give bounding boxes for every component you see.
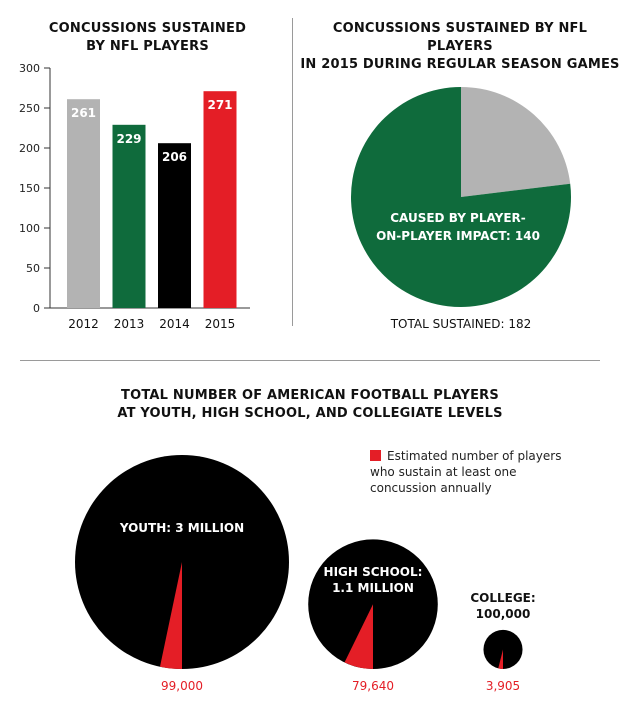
bubble-1 bbox=[308, 539, 438, 669]
pie-slice-other bbox=[461, 87, 571, 197]
bubble-concussion-wedge bbox=[498, 649, 503, 669]
vertical-divider bbox=[292, 18, 293, 326]
bar-2014 bbox=[158, 143, 191, 308]
bubble-concussion-count: 3,905 bbox=[486, 679, 520, 693]
legend-text: Estimated number of players who sustain … bbox=[370, 449, 562, 495]
bubble-chart-title: TOTAL NUMBER OF AMERICAN FOOTBALL PLAYER… bbox=[60, 387, 560, 423]
y-tick-label: 100 bbox=[19, 222, 40, 235]
bar-value-label: 271 bbox=[207, 98, 232, 112]
bar-2015 bbox=[203, 91, 237, 308]
bubble-label: 1.1 MILLION bbox=[332, 581, 414, 595]
bubble-label: YOUTH: 3 MILLION bbox=[119, 521, 244, 535]
y-tick-label: 50 bbox=[26, 262, 40, 275]
bar-value-label: 229 bbox=[116, 132, 141, 146]
bubble-chart-title-line-1: TOTAL NUMBER OF AMERICAN FOOTBALL PLAYER… bbox=[121, 388, 499, 403]
bubble-concussion-wedge bbox=[344, 604, 373, 669]
pie-slice-player-impact bbox=[351, 87, 571, 307]
pie-chart-title-line-1: CONCUSSIONS SUSTAINED BY NFL PLAYERS bbox=[332, 21, 588, 54]
y-tick-label: 250 bbox=[19, 102, 40, 115]
y-tick-label: 0 bbox=[33, 302, 40, 315]
pie-chart-title: CONCUSSIONS SUSTAINED BY NFL PLAYERS IN … bbox=[300, 20, 620, 74]
bubble-concussion-wedge bbox=[159, 562, 182, 669]
bar-chart-title-line-1: CONCUSSIONS SUSTAINED bbox=[48, 21, 247, 36]
x-tick-label: 2015 bbox=[205, 317, 236, 331]
x-tick-label: 2013 bbox=[114, 317, 145, 331]
bar-chart: 0 50 100 150 200 250 300 261 2012 229 2013 206 2014 2… bbox=[19, 62, 250, 331]
bar-value-label: 261 bbox=[71, 106, 96, 120]
bubble-chart-title-line-2: AT YOUTH, HIGH SCHOOL, AND COLLEGIATE LE… bbox=[117, 406, 503, 421]
x-tick-label: 2014 bbox=[159, 317, 190, 331]
bubble-chart: YOUTH: 3 MILLION 99,000 HIGH SCHOOL: 1.1 MI… bbox=[75, 455, 536, 693]
bar-chart-title: CONCUSSIONS SUSTAINED BY NFL PLAYERS bbox=[20, 20, 275, 56]
legend-swatch-red bbox=[370, 450, 381, 461]
y-tick-label: 200 bbox=[19, 142, 40, 155]
y-tick-label: 300 bbox=[19, 62, 40, 75]
pie-slice-label: CAUSED BY PLAYER- bbox=[390, 211, 526, 225]
pie-chart: CAUSED BY PLAYER- ON-PLAYER IMPACT: 140 TO… bbox=[351, 87, 571, 331]
bubble-concussion-count: 79,640 bbox=[352, 679, 394, 693]
pie-chart-title-line-2: IN 2015 DURING REGULAR SEASON GAMES bbox=[300, 57, 620, 72]
y-tick-label: 150 bbox=[19, 182, 40, 195]
bubble-label: 100,000 bbox=[476, 607, 531, 621]
pie-total-label: TOTAL SUSTAINED: 182 bbox=[390, 317, 532, 331]
bubble-legend: Estimated number of players who sustain … bbox=[370, 448, 580, 496]
horizontal-divider bbox=[20, 360, 600, 361]
bubble-label: COLLEGE: bbox=[470, 591, 535, 605]
bar-2013 bbox=[112, 124, 146, 308]
bar-chart-title-line-2: BY NFL PLAYERS bbox=[86, 39, 209, 54]
x-tick-label: 2012 bbox=[68, 317, 99, 331]
pie-slice-label: ON-PLAYER IMPACT: 140 bbox=[376, 229, 540, 243]
bubble-label: HIGH SCHOOL: bbox=[324, 565, 423, 579]
bar-2012 bbox=[67, 99, 100, 308]
bubble-concussion-count: 99,000 bbox=[161, 679, 203, 693]
bar-value-label: 206 bbox=[162, 150, 187, 164]
